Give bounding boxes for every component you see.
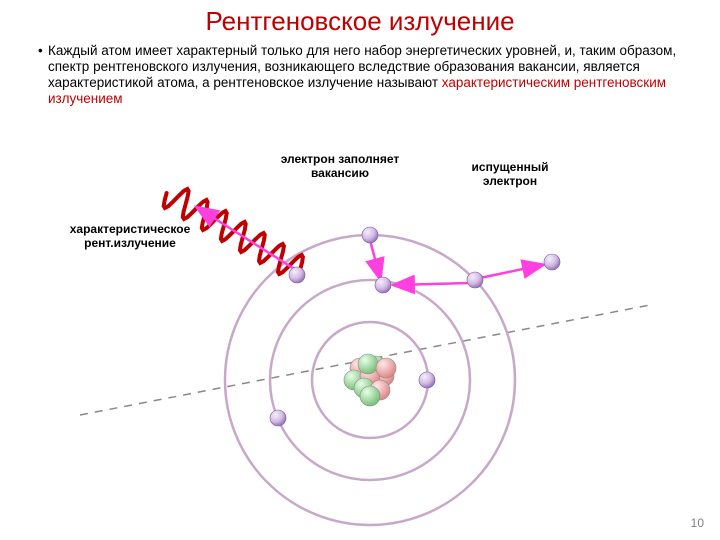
label-characteristic-xray: характеристическое рент.излучение: [50, 222, 210, 251]
label-electron-fills-vacancy: электрон заполняет вакансию: [260, 152, 420, 181]
atom-diagram: [0, 150, 720, 530]
label-emitted-electron: испущенный электрон: [450, 160, 570, 189]
page-title: Рентгеновское излучение: [0, 0, 720, 43]
description-paragraph: Каждый атом имеет характерный только для…: [0, 43, 720, 107]
page-number: 10: [691, 516, 704, 530]
